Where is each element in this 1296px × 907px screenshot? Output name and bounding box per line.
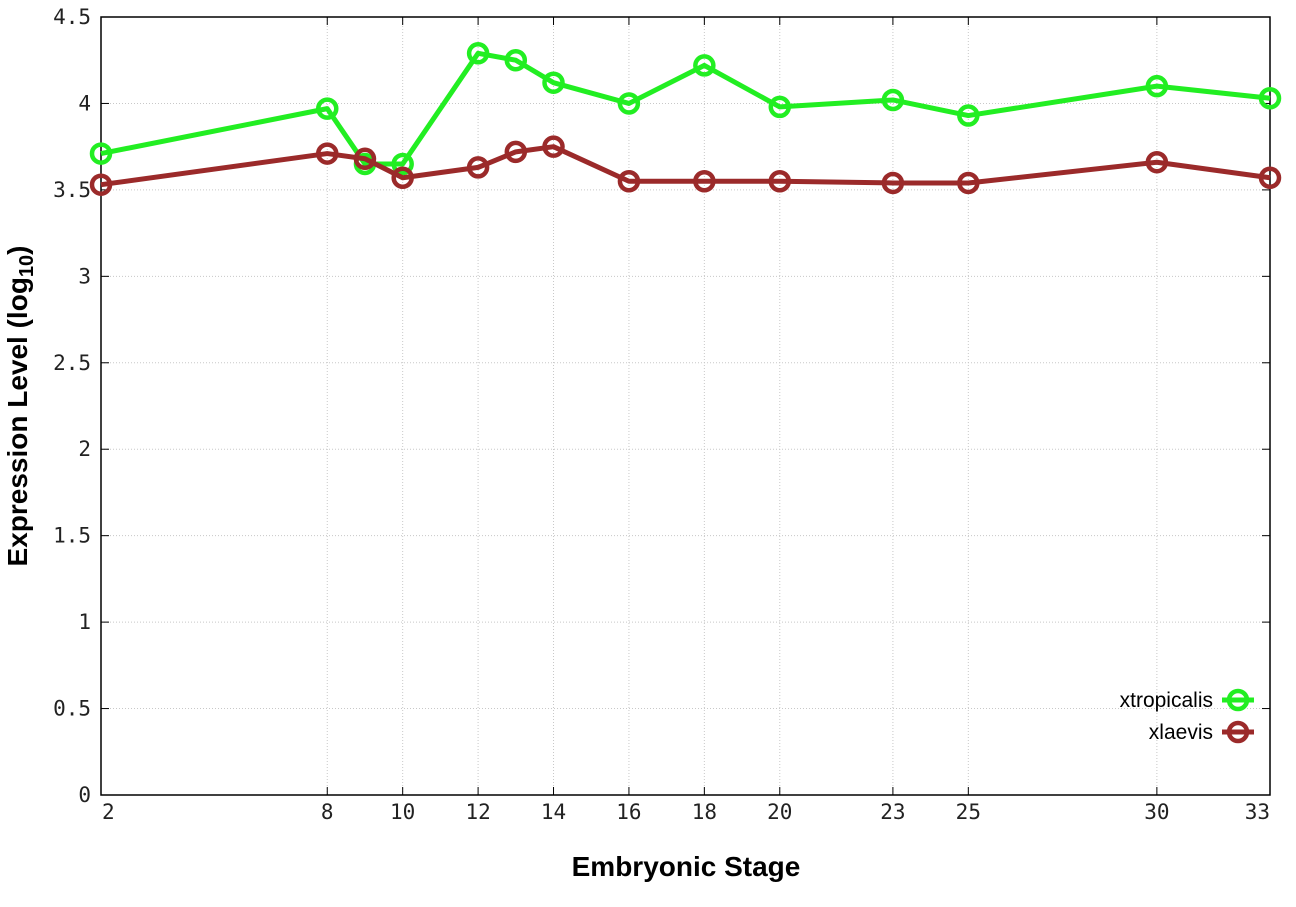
legend-label: xlaevis (1149, 721, 1213, 744)
data-point (316, 97, 339, 120)
legend-marker (1226, 688, 1250, 712)
x-tick-labels: 2 8 10 12 14 16 18 20 23 25 30 33 (102, 800, 1270, 824)
y-axis-title-close: ) (2, 246, 33, 255)
data-point (466, 42, 490, 65)
x-tick-label: 23 (880, 800, 905, 824)
x-tick-label: 33 (1245, 800, 1270, 824)
data-point (1258, 166, 1282, 190)
data-point (881, 88, 905, 112)
legend: xtropicalis xlaevis (1120, 688, 1254, 744)
x-tick-label: 16 (616, 800, 641, 824)
x-axis-title: Embryonic Stage (572, 851, 801, 882)
legend-item: xlaevis (1149, 720, 1254, 744)
y-axis-title-main: Expression Level (log (2, 277, 33, 566)
x-tick-label: 25 (956, 800, 981, 824)
data-point (617, 169, 641, 193)
x-tick-label: 14 (541, 800, 566, 824)
x-tick-label: 8 (321, 800, 334, 824)
data-point (391, 166, 414, 190)
x-tick-label: 2 (102, 800, 115, 824)
data-point (391, 152, 414, 176)
data-point (542, 135, 565, 158)
data-point (316, 142, 339, 165)
x-tick-label: 18 (692, 800, 717, 824)
y-tick-label: 3 (78, 264, 91, 288)
data-point (504, 140, 528, 164)
axis-ticks (100, 16, 1271, 796)
data-point (353, 147, 377, 171)
y-tick-label: 2.5 (53, 351, 91, 375)
y-axis-title: Expression Level (log10) (2, 246, 38, 567)
y-tick-label: 4.5 (53, 5, 91, 29)
series-line (100, 50, 1271, 167)
x-tick-label: 20 (767, 800, 792, 824)
series-xlaevis (89, 135, 1282, 196)
series-xtropicalis (89, 42, 1282, 176)
y-tick-labels: 0 0.5 1 1.5 2 2.5 3 3.5 4 4.5 (53, 5, 91, 807)
data-point (957, 171, 980, 195)
y-tick-label: 3.5 (53, 178, 91, 202)
legend-item: xtropicalis (1120, 688, 1254, 712)
series-line (100, 144, 1271, 188)
data-point (542, 71, 565, 94)
plot-frame (100, 16, 1271, 796)
data-point (89, 173, 113, 196)
y-axis-title-sub: 10 (16, 255, 38, 277)
y-tick-label: 0 (78, 783, 91, 807)
x-tick-label: 10 (390, 800, 415, 824)
data-point (693, 169, 716, 193)
data-point (1145, 150, 1169, 174)
series-layer (89, 42, 1282, 196)
data-point (957, 104, 980, 127)
legend-marker (1226, 720, 1250, 744)
y-tick-label: 4 (78, 91, 91, 115)
data-point (768, 169, 792, 193)
y-tick-label: 1 (78, 610, 91, 634)
x-tick-label: 30 (1144, 800, 1169, 824)
data-point (617, 92, 641, 115)
data-point (1258, 87, 1282, 110)
y-tick-label: 2 (78, 437, 91, 461)
legend-label: xtropicalis (1120, 689, 1213, 712)
data-point (466, 156, 490, 179)
data-point (504, 48, 528, 72)
x-tick-label: 12 (465, 800, 490, 824)
data-point (89, 142, 113, 165)
data-point (881, 171, 905, 195)
data-point (768, 95, 792, 119)
y-tick-label: 1.5 (53, 524, 91, 548)
data-point (693, 54, 716, 77)
grid-lines (101, 17, 1270, 795)
data-point (1145, 74, 1169, 98)
y-tick-label: 0.5 (53, 697, 91, 721)
